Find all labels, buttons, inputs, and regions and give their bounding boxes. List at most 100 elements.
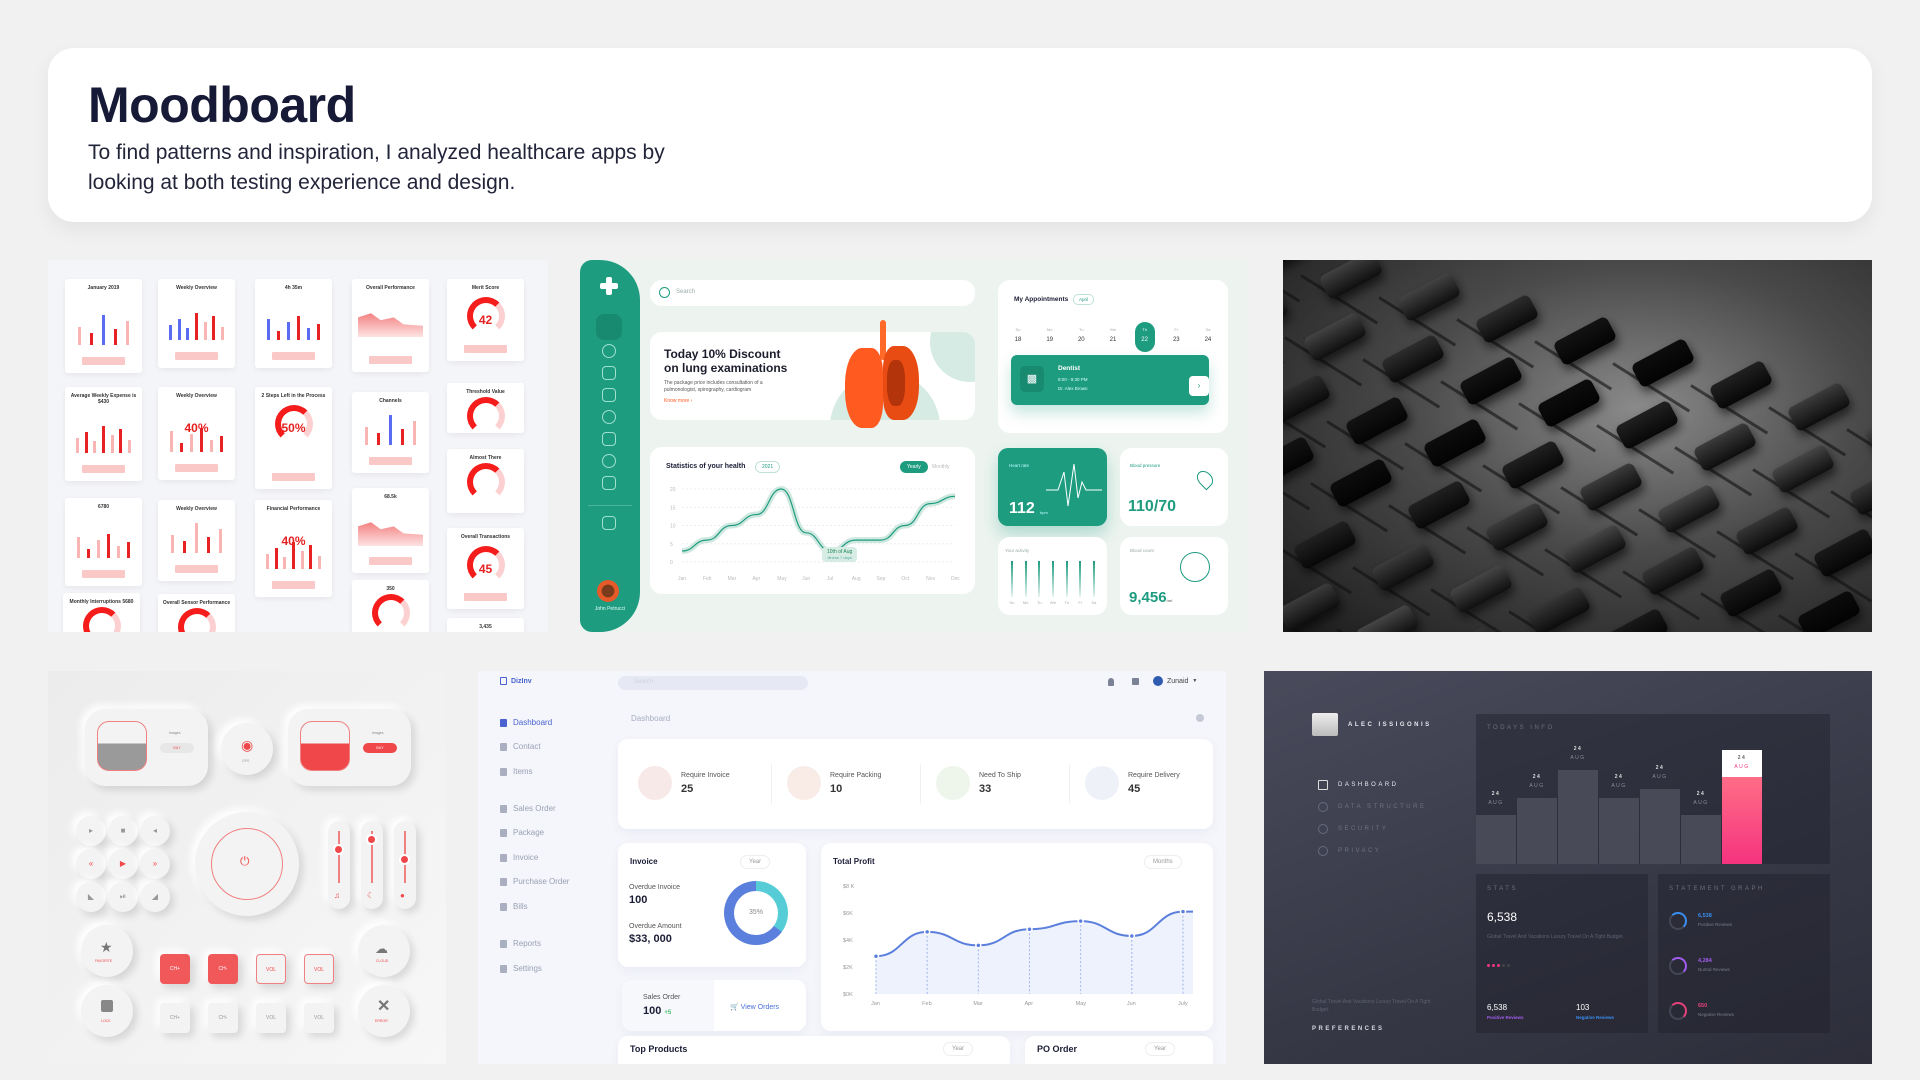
- key-button[interactable]: VOL: [304, 1003, 334, 1033]
- dentist-appointment[interactable]: ▩ Dentist 8:00 - 9:30 PM Dr. Alex Brown …: [1011, 355, 1209, 405]
- message-icon[interactable]: [1132, 678, 1139, 685]
- year-dropdown[interactable]: Year: [943, 1042, 974, 1056]
- sidebar-item-purchase-order[interactable]: Purchase Order: [500, 877, 569, 886]
- buy-button[interactable]: BUY: [160, 743, 194, 753]
- slider-thumb[interactable]: [366, 833, 377, 845]
- card-button[interactable]: [82, 357, 125, 365]
- buy-button[interactable]: BUY: [363, 743, 397, 753]
- yearly-toggle[interactable]: Yearly: [900, 461, 928, 473]
- sidebar-item-package[interactable]: Package: [500, 828, 544, 837]
- nav-dashboard[interactable]: DASHBOARD: [1318, 780, 1399, 790]
- day-item[interactable]: Tu 20: [1071, 322, 1091, 352]
- key-button[interactable]: VOL: [256, 954, 286, 984]
- favorite-button[interactable]: ★ FAVORITE: [81, 925, 133, 977]
- card-button[interactable]: [272, 581, 315, 589]
- day-item[interactable]: Fr 23: [1166, 322, 1186, 352]
- lock-button[interactable]: LOCK: [81, 985, 133, 1037]
- day-item[interactable]: Mo 19: [1040, 322, 1060, 352]
- sidebar-item-dashboard[interactable]: Dashboard: [500, 718, 552, 727]
- view-orders-link[interactable]: 🛒 View Orders: [730, 1004, 780, 1011]
- sidebar-item-sales-order[interactable]: Sales Order: [500, 804, 556, 813]
- fader-knob: [1614, 399, 1680, 451]
- slider-thumb[interactable]: [333, 844, 344, 855]
- slider-thumb[interactable]: [399, 854, 410, 866]
- power-knob[interactable]: ⏻: [195, 812, 299, 916]
- year-pill[interactable]: 2021: [755, 461, 781, 473]
- sidebar-item-items[interactable]: Items: [500, 767, 533, 776]
- calendar-nav-icon[interactable]: [602, 388, 616, 402]
- user-nav-icon[interactable]: [602, 344, 616, 358]
- card-button[interactable]: [464, 593, 507, 601]
- media-button[interactable]: »: [140, 849, 170, 879]
- media-button[interactable]: ◣: [76, 882, 106, 912]
- logout-icon[interactable]: [602, 516, 616, 530]
- card-button[interactable]: [369, 356, 412, 364]
- bell-nav-icon[interactable]: [602, 410, 616, 424]
- search-input[interactable]: Search: [618, 676, 808, 690]
- vertical-slider[interactable]: ●: [394, 821, 416, 909]
- user-menu[interactable]: Zunaid ▼: [1153, 676, 1197, 686]
- document-nav-icon[interactable]: [602, 476, 616, 490]
- nav-privacy[interactable]: PRIVACY: [1318, 846, 1381, 856]
- nav-data-structure[interactable]: DATA STRUCTURE: [1318, 802, 1426, 812]
- media-button[interactable]: ■: [108, 816, 138, 846]
- breadcrumb[interactable]: Dashboard: [631, 714, 671, 723]
- card-button[interactable]: [369, 457, 412, 465]
- checklist-nav-icon[interactable]: [602, 432, 616, 446]
- media-button[interactable]: «: [76, 849, 106, 879]
- gear-nav-icon[interactable]: [602, 454, 616, 468]
- key-button[interactable]: CH+: [160, 954, 190, 984]
- day-item[interactable]: Sa 24: [1198, 322, 1218, 352]
- know-more-link[interactable]: Know more ›: [664, 398, 693, 404]
- key-button[interactable]: CH-: [208, 954, 238, 984]
- key-button[interactable]: VOL: [256, 1003, 286, 1033]
- nav-security[interactable]: SECURITY: [1318, 824, 1388, 834]
- card-button[interactable]: [369, 557, 412, 565]
- card-button[interactable]: [272, 352, 315, 360]
- media-button[interactable]: ▶: [108, 849, 138, 879]
- vertical-slider[interactable]: ☾: [361, 821, 383, 909]
- media-button[interactable]: ▸: [76, 816, 106, 846]
- shield-nav-icon[interactable]: [602, 366, 616, 380]
- settings-dot-icon[interactable]: [1196, 714, 1204, 722]
- cloud-button[interactable]: ☁ CLOUD: [358, 925, 410, 977]
- pager-dots[interactable]: [1487, 964, 1510, 967]
- day-item[interactable]: We 21: [1103, 322, 1123, 352]
- card-button[interactable]: [175, 352, 218, 360]
- day-item[interactable]: Th 22: [1134, 322, 1155, 352]
- gps-button[interactable]: ◉ GPS: [221, 723, 273, 775]
- year-dropdown[interactable]: Year: [740, 855, 771, 869]
- media-button[interactable]: ◂: [140, 816, 170, 846]
- mini-bar: [194, 523, 198, 553]
- month-pill[interactable]: April: [1073, 294, 1095, 305]
- key-button[interactable]: CH+: [160, 1003, 190, 1033]
- day-item[interactable]: Su 18: [1008, 322, 1028, 352]
- sidebar-item-reports[interactable]: Reports: [500, 939, 541, 948]
- vertical-slider[interactable]: ♫: [328, 821, 350, 909]
- card-button[interactable]: [272, 473, 315, 481]
- media-button[interactable]: ◢: [140, 882, 170, 912]
- card-button[interactable]: [82, 465, 125, 473]
- home-nav-icon[interactable]: [596, 314, 622, 340]
- card-button[interactable]: [464, 345, 507, 353]
- card-button[interactable]: [82, 570, 125, 578]
- chevron-right-icon[interactable]: ›: [1189, 376, 1209, 396]
- avatar[interactable]: [597, 580, 619, 602]
- sidebar-item-invoice[interactable]: Invoice: [500, 853, 538, 862]
- media-button[interactable]: ⏯: [108, 882, 138, 912]
- key-button[interactable]: CH-: [208, 1003, 238, 1033]
- year-dropdown[interactable]: Year: [1145, 1042, 1176, 1056]
- sidebar-item-contact[interactable]: Contact: [500, 742, 541, 751]
- monthly-toggle[interactable]: Monthly: [932, 464, 950, 470]
- sidebar-item-settings[interactable]: Settings: [500, 964, 542, 973]
- error-button[interactable]: ✕ ERROR: [358, 985, 410, 1037]
- card-button[interactable]: [175, 565, 218, 573]
- avatar[interactable]: [1312, 713, 1338, 736]
- key-button[interactable]: VOL: [304, 954, 334, 984]
- search-bar[interactable]: Search: [650, 280, 975, 306]
- months-dropdown[interactable]: Months: [1144, 855, 1182, 869]
- preferences-link[interactable]: PREFERENCES: [1312, 1026, 1385, 1032]
- bell-icon[interactable]: [1108, 678, 1114, 686]
- card-button[interactable]: [175, 464, 218, 472]
- sidebar-item-bills[interactable]: Bills: [500, 902, 528, 911]
